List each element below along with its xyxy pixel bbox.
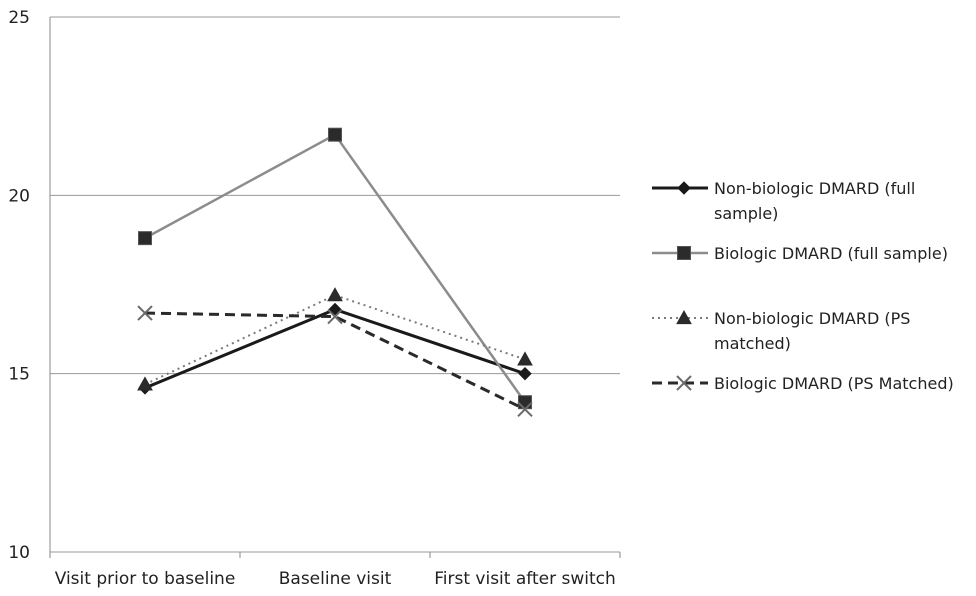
x-tick-label: Baseline visit [279, 569, 392, 589]
legend-item: Biologic DMARD (PS Matched) [652, 374, 954, 393]
legend-label: Biologic DMARD (PS Matched) [714, 374, 954, 393]
x-tick-label: First visit after switch [434, 569, 616, 589]
series-line [144, 311, 526, 411]
marker-triangle [327, 287, 343, 302]
axes: 10 15 20 25 Visit prior to baseline Baseline … [8, 8, 621, 589]
marker-x [517, 401, 533, 418]
legend-label: sample) [714, 204, 778, 223]
marker-square [328, 127, 342, 142]
marker-diamond [518, 366, 532, 381]
series-group [137, 127, 533, 418]
marker-x-stroke [676, 375, 692, 391]
legend-item: Biologic DMARD (full sample) [652, 244, 948, 263]
legend-label: Non-biologic DMARD (PS [714, 309, 910, 328]
marker-square [677, 246, 691, 260]
legend-label: matched) [714, 334, 791, 353]
series-line [144, 294, 526, 386]
marker-x-stroke [327, 308, 343, 325]
marker-triangle [137, 376, 153, 391]
marker-x-stroke [517, 401, 533, 418]
y-tick-label: 15 [8, 365, 30, 385]
gridlines [50, 16, 620, 553]
marker-square [518, 395, 532, 410]
marker-triangle [517, 351, 533, 366]
legend: Non-biologic DMARD (full sample) Biologic … [652, 179, 954, 393]
legend-item: Non-biologic DMARD (PS matched) [652, 309, 910, 353]
legend-label: Non-biologic DMARD (full [714, 179, 915, 198]
marker-triangle [676, 309, 692, 325]
y-tick-label: 20 [8, 186, 30, 206]
x-tick-label: Visit prior to baseline [55, 569, 236, 589]
legend-item: Non-biologic DMARD (full sample) [652, 179, 915, 223]
marker-x [327, 308, 343, 325]
series-3 [137, 287, 533, 391]
series-4 [137, 305, 533, 418]
marker-square [138, 231, 152, 246]
marker-x [676, 375, 692, 391]
marker-x [137, 305, 153, 321]
marker-x-stroke [137, 305, 153, 321]
marker-diamond [677, 181, 691, 195]
series-line [144, 133, 527, 403]
y-tick-label: 25 [8, 8, 30, 28]
y-tick-label: 10 [8, 543, 30, 563]
legend-label: Biologic DMARD (full sample) [714, 244, 948, 263]
